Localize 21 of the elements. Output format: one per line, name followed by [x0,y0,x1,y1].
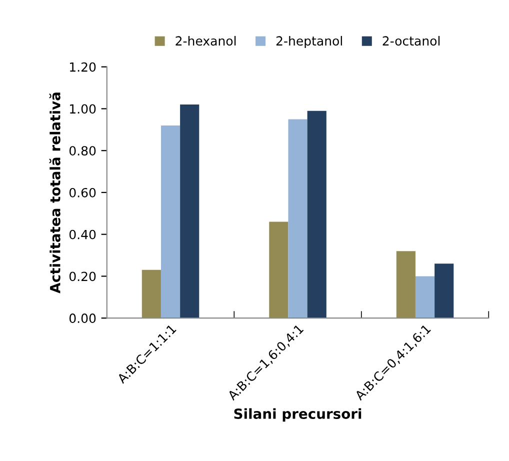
y-tick-label: 0.60 [69,188,96,198]
y-tick-label: 0.40 [69,230,96,240]
y-tick-label: 0.80 [69,146,96,156]
y-tick-label: 1.00 [70,104,96,114]
bar [160,125,180,318]
y-tick-label: 0.20 [69,272,96,282]
legend-label: 2-hexanol [176,36,236,46]
bar [396,251,416,318]
legend-label: 2-heptanol [276,36,342,48]
legend-label: 2-octanol [382,36,440,46]
bar [415,276,435,318]
bar [434,264,454,318]
bar [180,104,200,318]
y-axis-title: Activitatea totală relativă [49,92,60,294]
y-tick-label: 0.00 [69,314,96,324]
bar [288,119,308,318]
y-tick-label: 1.20 [70,62,96,72]
bar [307,110,326,318]
bar [142,270,161,318]
bar [269,222,288,318]
x-axis-title: Silani precursori [234,408,362,422]
